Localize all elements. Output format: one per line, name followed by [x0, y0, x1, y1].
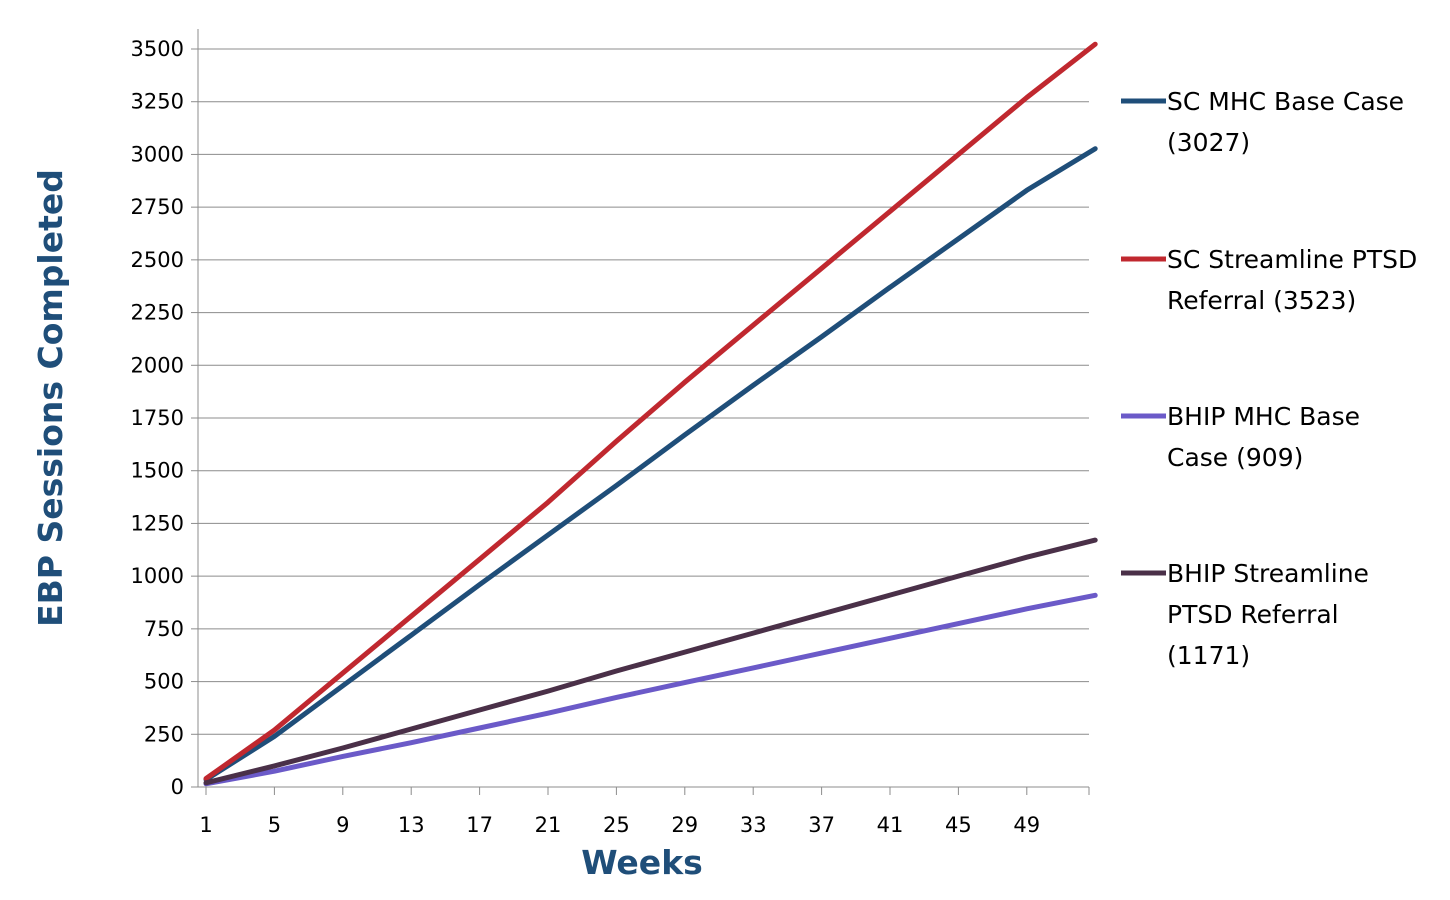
y-tick-label: 3500 [131, 37, 184, 61]
legend-label-4: (1171) [1167, 641, 1250, 670]
x-axis-title: Weeks [581, 843, 703, 882]
y-tick-label: 1000 [131, 564, 184, 588]
y-tick-label: 2500 [131, 248, 184, 272]
x-tick-label: 13 [398, 813, 425, 837]
y-tick-label: 2000 [131, 353, 184, 377]
x-tick-label: 17 [466, 813, 493, 837]
series-lines [203, 41, 1098, 787]
legend-label-3: BHIP MHC Base [1167, 402, 1360, 431]
y-tick-label: 3000 [131, 142, 184, 166]
x-tick-label: 49 [1013, 813, 1040, 837]
x-tick-label: 29 [671, 813, 698, 837]
legend-label-2: Referral (3523) [1167, 286, 1356, 315]
y-tick-labels: 0 250 500 750 1000 1250 1500 1750 2000 2250 2500 27… [131, 37, 184, 799]
legend-label-3: Case (909) [1167, 443, 1303, 472]
y-tick-label: 1500 [131, 459, 184, 483]
y-tick-label: 500 [144, 670, 184, 694]
series-line-1 [203, 146, 1098, 783]
legend-label-4: BHIP Streamline [1167, 559, 1369, 588]
y-tick-label: 3250 [131, 90, 184, 114]
y-tick-label: 2750 [131, 195, 184, 219]
legend-label-4: PTSD Referral [1167, 600, 1339, 629]
x-tick-label: 33 [740, 813, 767, 837]
x-tick-label: 21 [535, 813, 562, 837]
series-line-2 [203, 41, 1098, 782]
x-tick-label: 9 [336, 813, 349, 837]
legend-label-1: SC MHC Base Case [1167, 87, 1404, 116]
x-tick-label: 5 [268, 813, 281, 837]
legend-label-1: (3027) [1167, 128, 1250, 157]
series-line-4 [203, 537, 1098, 786]
x-tick-label: 1 [199, 813, 212, 837]
x-tick-labels: 1 5 9 13 17 21 25 29 33 37 41 45 49 [199, 813, 1040, 837]
y-axis-title: EBP Sessions Completed [31, 169, 70, 627]
y-tick-label: 250 [144, 722, 184, 746]
y-tick-label: 750 [144, 617, 184, 641]
y-tick-label: 0 [171, 775, 184, 799]
legend: SC MHC Base Case (3027) SC Streamline PTSD… [1121, 87, 1417, 670]
axes [191, 29, 1090, 795]
legend-label-2: SC Streamline PTSD [1167, 245, 1417, 274]
series-line-3 [203, 592, 1098, 787]
x-tick-label: 25 [603, 813, 630, 837]
x-tick-label: 41 [877, 813, 904, 837]
y-tick-label: 1750 [131, 406, 184, 430]
y-tick-label: 1250 [131, 511, 184, 535]
x-tick-label: 45 [945, 813, 972, 837]
y-tick-label: 2250 [131, 301, 184, 325]
gridlines [198, 48, 1089, 735]
x-tick-label: 37 [808, 813, 835, 837]
